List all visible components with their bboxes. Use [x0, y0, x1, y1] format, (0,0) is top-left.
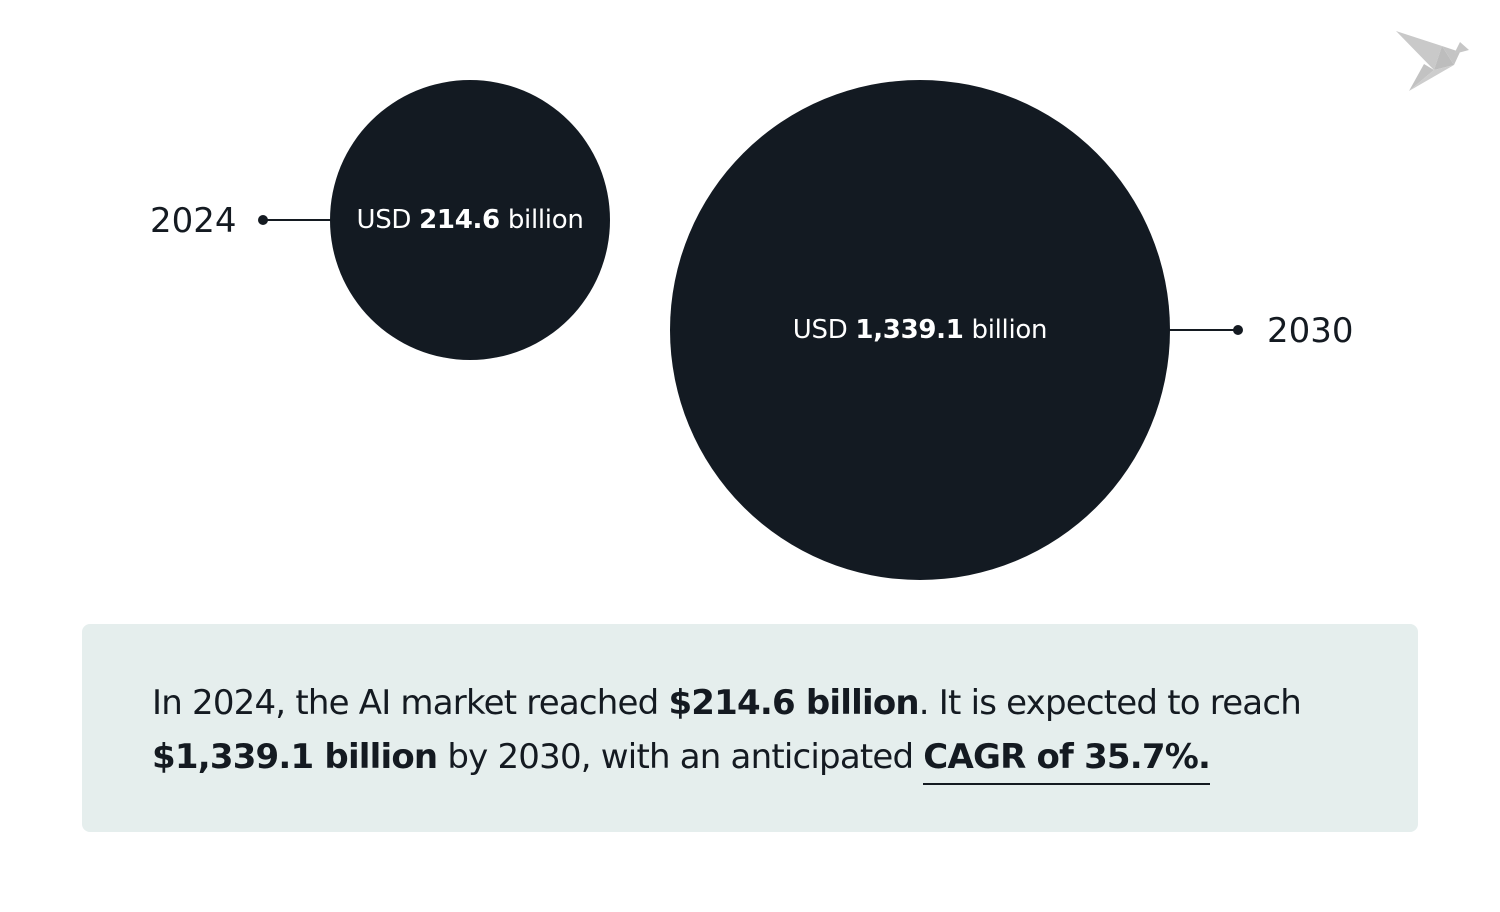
currency-prefix: USD [792, 315, 848, 345]
cagr-highlight: CAGR of 35.7%. [923, 737, 1211, 785]
connector-line [263, 219, 331, 221]
bubble-label: USD 214.6 billion [356, 205, 583, 235]
year-label-2024: 2024 [150, 201, 237, 241]
unit-suffix: billion [507, 205, 584, 235]
bubble-2030: USD 1,339.1 billion [670, 80, 1170, 580]
summary-value-2030: $1,339.1 billion [152, 737, 438, 777]
bubble-value: 1,339.1 [855, 315, 964, 345]
year-label-2030: 2030 [1267, 311, 1354, 351]
summary-box: In 2024, the AI market reached $214.6 bi… [82, 624, 1418, 832]
bubble-value: 214.6 [419, 205, 500, 235]
origami-bird-logo-icon [1394, 28, 1472, 92]
connector-line [1169, 329, 1238, 331]
summary-text: by 2030, with an anticipated [437, 737, 924, 777]
bubble-2024: USD 214.6 billion [330, 80, 610, 360]
bubble-label: USD 1,339.1 billion [792, 315, 1048, 345]
currency-prefix: USD [356, 205, 412, 235]
summary-text: In 2024, the AI market reached [152, 683, 669, 723]
summary-text: . It is expected to reach [918, 683, 1302, 723]
unit-suffix: billion [971, 315, 1048, 345]
connector-dot [1233, 325, 1243, 335]
summary-value-2024: $214.6 billion [668, 683, 919, 723]
